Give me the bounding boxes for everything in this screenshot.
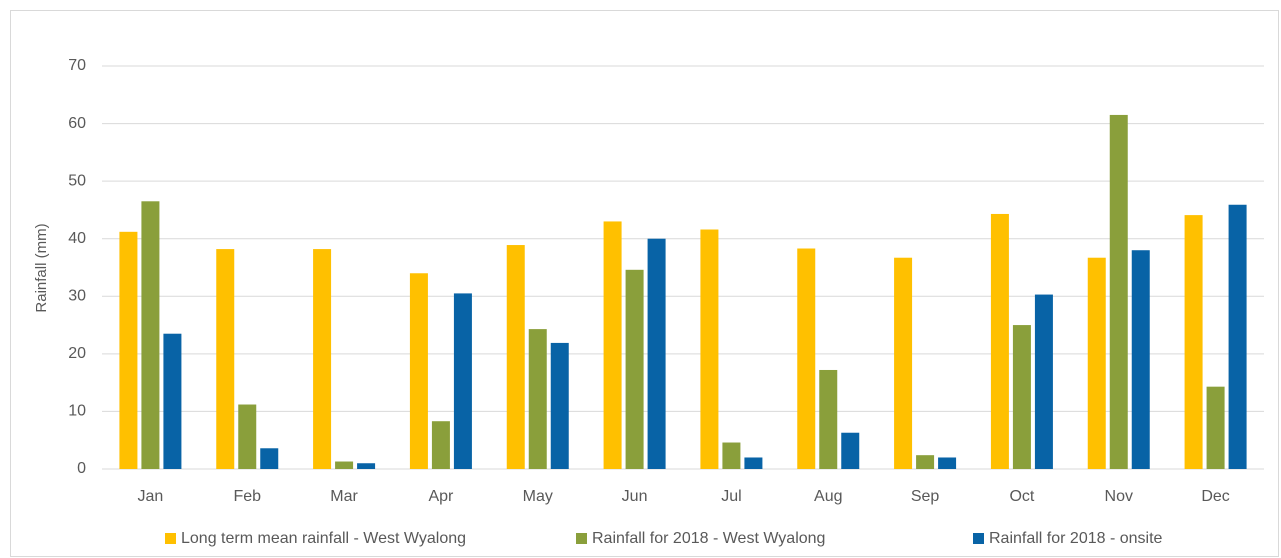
bar xyxy=(335,461,354,469)
bar xyxy=(819,369,838,469)
y-tick-label: 20 xyxy=(68,345,86,362)
bar xyxy=(409,273,428,469)
bar xyxy=(894,257,913,469)
bar xyxy=(431,421,450,469)
bar xyxy=(1206,386,1225,469)
x-tick-label: Oct xyxy=(1009,488,1034,505)
bar xyxy=(528,329,547,469)
legend-label: Rainfall for 2018 - West Wyalong xyxy=(592,530,825,547)
legend-swatch xyxy=(165,533,176,544)
bar xyxy=(119,231,138,469)
y-tick-label: 10 xyxy=(68,403,86,420)
bar xyxy=(797,248,816,469)
x-tick-label: Jan xyxy=(138,488,164,505)
bar xyxy=(603,221,622,469)
bar xyxy=(506,245,525,469)
bar xyxy=(550,342,569,469)
bar xyxy=(313,249,332,469)
legend-label: Rainfall for 2018 - onsite xyxy=(989,530,1163,547)
bar xyxy=(453,293,472,469)
bar xyxy=(841,432,860,469)
bar xyxy=(647,238,666,469)
bar xyxy=(260,448,279,469)
legend-label: Long term mean rainfall - West Wyalong xyxy=(181,530,466,547)
bar xyxy=(1131,250,1150,469)
x-tick-label: Sep xyxy=(911,488,940,505)
y-axis-label: Rainfall (mm) xyxy=(33,223,50,312)
chart-frame xyxy=(10,10,1279,557)
bar xyxy=(916,455,935,469)
bar xyxy=(163,333,182,469)
x-tick-label: Dec xyxy=(1201,488,1229,505)
x-tick-label: Feb xyxy=(233,488,261,505)
y-tick-label: 70 xyxy=(68,57,86,74)
y-tick-label: 0 xyxy=(77,460,86,477)
bar xyxy=(357,463,376,469)
bar xyxy=(141,201,160,470)
y-tick-label: 30 xyxy=(68,288,86,305)
x-tick-label: Nov xyxy=(1105,488,1133,505)
bar xyxy=(1184,215,1203,469)
y-tick-label: 40 xyxy=(68,230,86,247)
x-tick-label: Apr xyxy=(428,488,454,505)
y-tick-label: 50 xyxy=(68,172,86,189)
bar xyxy=(1012,325,1031,469)
bar xyxy=(990,213,1009,469)
legend-swatch xyxy=(576,533,587,544)
x-tick-label: Aug xyxy=(814,488,842,505)
x-tick-label: May xyxy=(523,488,553,505)
bar xyxy=(938,457,957,469)
bar xyxy=(1087,257,1106,469)
bar xyxy=(625,269,644,469)
bar xyxy=(744,457,763,469)
x-tick-label: Mar xyxy=(330,488,358,505)
bar xyxy=(1034,294,1053,469)
y-tick-label: 60 xyxy=(68,115,86,132)
bar xyxy=(1109,114,1128,469)
legend-swatch xyxy=(973,533,984,544)
x-tick-label: Jul xyxy=(721,488,741,505)
bar xyxy=(238,404,257,469)
bar xyxy=(216,249,235,469)
bar xyxy=(700,229,719,469)
bar xyxy=(1228,204,1247,470)
x-tick-label: Jun xyxy=(622,488,648,505)
bar xyxy=(722,442,741,469)
